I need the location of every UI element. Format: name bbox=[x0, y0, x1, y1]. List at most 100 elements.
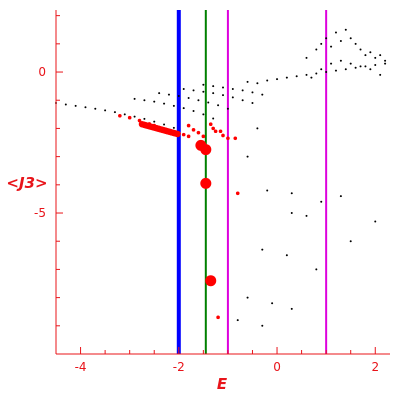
large-data-point bbox=[205, 275, 217, 287]
data-point bbox=[359, 48, 362, 51]
data-point bbox=[330, 62, 333, 65]
data-point bbox=[256, 127, 259, 130]
data-point bbox=[354, 66, 357, 69]
data-point bbox=[379, 54, 382, 57]
large-data-point bbox=[200, 177, 212, 189]
data-point bbox=[285, 76, 288, 79]
data-point bbox=[218, 129, 223, 134]
data-point bbox=[271, 302, 274, 305]
data-point bbox=[305, 214, 308, 217]
data-point bbox=[251, 102, 254, 105]
data-point bbox=[369, 68, 372, 71]
data-point bbox=[384, 59, 387, 62]
data-point bbox=[174, 130, 181, 138]
data-point bbox=[231, 96, 234, 99]
data-point bbox=[320, 42, 323, 45]
data-point bbox=[163, 123, 166, 126]
x-tick-label: 2 bbox=[371, 360, 379, 374]
data-point bbox=[177, 95, 180, 97]
data-point bbox=[374, 220, 377, 223]
data-points-group bbox=[55, 28, 387, 327]
data-point bbox=[222, 86, 224, 89]
data-point bbox=[217, 104, 220, 107]
data-point bbox=[364, 65, 367, 68]
data-point bbox=[208, 122, 213, 126]
data-point bbox=[320, 200, 323, 203]
data-point bbox=[212, 117, 215, 120]
data-point bbox=[84, 106, 87, 109]
data-point bbox=[181, 132, 186, 137]
data-point bbox=[315, 268, 318, 271]
data-point bbox=[94, 107, 97, 110]
data-point bbox=[290, 212, 293, 215]
data-point bbox=[261, 324, 264, 327]
data-point bbox=[374, 63, 377, 66]
data-point bbox=[384, 62, 387, 65]
data-point bbox=[261, 248, 264, 251]
data-point bbox=[379, 73, 382, 76]
data-point bbox=[241, 99, 244, 102]
data-point bbox=[64, 103, 67, 106]
data-point bbox=[187, 96, 190, 99]
data-point bbox=[305, 56, 308, 59]
data-point bbox=[310, 76, 313, 79]
x-tick-label: 0 bbox=[273, 360, 281, 374]
data-point bbox=[251, 91, 254, 94]
data-point bbox=[197, 99, 200, 102]
data-point bbox=[369, 51, 372, 54]
data-point bbox=[192, 109, 195, 112]
data-point bbox=[143, 99, 146, 102]
data-point bbox=[158, 92, 161, 95]
data-point bbox=[74, 104, 77, 107]
x-axis-label: E bbox=[217, 375, 228, 393]
data-point bbox=[325, 71, 328, 74]
data-point bbox=[133, 115, 136, 118]
data-point bbox=[202, 90, 205, 93]
data-point bbox=[241, 89, 244, 92]
data-point bbox=[290, 192, 293, 195]
data-point bbox=[212, 85, 215, 88]
data-point bbox=[246, 155, 249, 158]
data-point bbox=[191, 128, 196, 132]
data-point bbox=[222, 94, 224, 97]
data-point bbox=[226, 107, 229, 110]
data-point bbox=[192, 89, 195, 92]
data-point bbox=[359, 65, 362, 68]
data-point bbox=[143, 117, 146, 120]
data-point bbox=[113, 111, 116, 114]
data-point bbox=[182, 107, 185, 110]
data-point bbox=[349, 240, 352, 243]
y-tick-label: 0 bbox=[38, 65, 46, 79]
y-axis-label: <J3> bbox=[6, 174, 47, 192]
data-point bbox=[325, 37, 328, 40]
data-point bbox=[290, 307, 293, 310]
data-point bbox=[186, 134, 191, 139]
data-point bbox=[261, 93, 264, 96]
data-point bbox=[315, 48, 318, 51]
data-point bbox=[235, 191, 240, 196]
data-point bbox=[118, 113, 122, 118]
data-point bbox=[172, 126, 175, 129]
data-point bbox=[246, 296, 249, 299]
x-tick-label: -4 bbox=[75, 360, 87, 374]
data-point bbox=[207, 101, 210, 104]
data-point bbox=[266, 189, 269, 192]
data-point bbox=[344, 68, 347, 71]
data-point bbox=[233, 136, 238, 141]
data-point bbox=[334, 31, 337, 34]
data-point bbox=[246, 80, 249, 83]
data-point bbox=[256, 82, 259, 85]
data-point bbox=[339, 40, 342, 43]
y-tick-label: -5 bbox=[34, 206, 46, 220]
data-point bbox=[354, 42, 357, 45]
data-point bbox=[127, 115, 132, 120]
data-point bbox=[349, 37, 352, 40]
data-point bbox=[221, 133, 225, 138]
data-point bbox=[374, 56, 377, 59]
data-point bbox=[153, 100, 156, 103]
data-point bbox=[266, 79, 269, 82]
data-point bbox=[236, 319, 239, 322]
data-point bbox=[211, 126, 215, 131]
vertical-lines-group bbox=[176, 10, 328, 354]
